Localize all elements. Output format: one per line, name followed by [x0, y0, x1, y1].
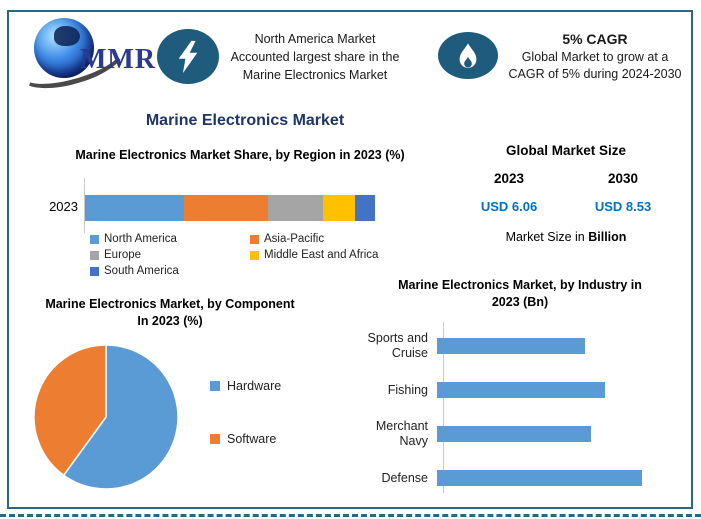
legend-label: Europe — [104, 249, 142, 261]
legend-marker-hardware — [210, 381, 220, 391]
year-2030: 2030 — [607, 171, 639, 186]
industry-row-fishing: Fishing — [350, 368, 680, 412]
market-size-values: USD 6.06 USD 8.53 — [452, 199, 680, 214]
component-legend: Hardware Software — [210, 379, 281, 446]
unit-bold: Billion — [588, 230, 627, 244]
legend-label: Software — [227, 432, 277, 446]
region-category-label: 2023 — [49, 199, 78, 214]
bar-track — [437, 426, 642, 442]
segment-south-america — [354, 195, 375, 221]
industry-bar-defense — [437, 470, 642, 486]
value-2030: USD 8.53 — [594, 199, 652, 214]
industry-label: Fishing — [387, 382, 428, 397]
region-stacked-bar — [85, 195, 375, 221]
bar-track — [437, 470, 642, 486]
industry-chart-title: Marine Electronics Market, by Industry i… — [398, 278, 642, 309]
industry-bar-sports-cruise — [437, 338, 585, 354]
unit-prefix: Market Size in — [505, 230, 589, 244]
lightning-icon — [178, 40, 198, 73]
pie-slice-hardware — [62, 344, 179, 490]
legend-label: Asia-Pacific — [264, 233, 325, 245]
bar-track — [437, 338, 642, 354]
globe-land — [54, 26, 80, 46]
industry-label: Defense — [381, 470, 428, 485]
industry-row-sports-cruise: Sports and Cruise — [350, 324, 680, 368]
legend-marker-software — [210, 434, 220, 444]
component-chart-title: Marine Electronics Market, by Component … — [45, 297, 295, 328]
bar-track — [437, 382, 642, 398]
cagr-badge — [438, 32, 498, 79]
segment-middle-east-africa — [322, 195, 355, 221]
industry-bar-merchant-navy — [437, 426, 591, 442]
legend-marker-asia-pacific — [250, 234, 259, 244]
legend-label: North America — [104, 233, 177, 245]
legend-item-north-america: North America — [90, 233, 250, 245]
region-chart-axis — [84, 178, 85, 233]
market-size-unit: Market Size in Billion — [452, 230, 680, 244]
mmr-logo: MMR — [14, 16, 160, 99]
cagr-line: Global Market to grow at a — [521, 50, 669, 64]
industry-label: Sports and Cruise — [367, 331, 428, 360]
legend-item-software: Software — [210, 432, 281, 446]
cagr-title: 5% CAGR — [562, 31, 628, 47]
industry-bar-fishing — [437, 382, 606, 398]
legend-item-middle-east-africa: Middle East and Africa — [250, 249, 390, 261]
value-2023: USD 6.06 — [480, 199, 538, 214]
legend-item-hardware: Hardware — [210, 379, 281, 393]
legend-marker-north-america — [90, 234, 99, 244]
highlight-line: Accounted largest share in the — [230, 50, 400, 64]
flame-icon — [459, 42, 477, 68]
component-pie — [33, 344, 179, 490]
globe-icon — [34, 18, 94, 78]
legend-item-asia-pacific: Asia-Pacific — [250, 233, 390, 245]
segment-north-america — [85, 195, 184, 221]
highlight-text: North America Market Accounted largest s… — [222, 30, 408, 84]
industry-chart: Sports and Cruise Fishing Merchant Navy … — [350, 324, 680, 500]
global-market-size-panel: Global Market Size 2023 2030 USD 6.06 US… — [452, 143, 680, 244]
legend-marker-europe — [90, 250, 99, 260]
industry-row-merchant-navy: Merchant Navy — [350, 412, 680, 456]
pie-slice-software — [33, 344, 107, 477]
year-2023: 2023 — [493, 171, 525, 186]
cagr-line: CAGR of 5% during 2024-2030 — [508, 67, 682, 81]
legend-item-south-america: South America — [90, 265, 250, 277]
segment-europe — [267, 195, 323, 221]
highlight-line: North America Market — [254, 32, 376, 46]
page-title: Marine Electronics Market — [145, 112, 345, 129]
legend-item-europe: Europe — [90, 249, 250, 261]
market-size-years: 2023 2030 — [452, 171, 680, 186]
highlight-badge — [157, 29, 219, 84]
industry-chart-axis — [443, 322, 444, 493]
region-legend: North America Asia-Pacific Europe Middle… — [90, 233, 390, 277]
legend-marker-south-america — [90, 266, 99, 276]
logo-text: MMR — [80, 44, 157, 75]
highlight-line: Marine Electronics Market — [242, 68, 388, 82]
bottom-dashed-line — [0, 514, 701, 517]
market-size-title: Global Market Size — [505, 143, 627, 158]
segment-asia-pacific — [183, 195, 268, 221]
region-chart-title: Marine Electronics Market Share, by Regi… — [75, 148, 405, 162]
legend-label: South America — [104, 265, 179, 277]
industry-label: Merchant Navy — [375, 419, 428, 448]
industry-row-defense: Defense — [350, 456, 680, 500]
legend-label: Middle East and Africa — [264, 249, 379, 261]
cagr-block: 5% CAGR Global Market to grow at a CAGR … — [498, 31, 692, 83]
legend-label: Hardware — [227, 379, 282, 393]
legend-marker-middle-east-africa — [250, 250, 259, 260]
